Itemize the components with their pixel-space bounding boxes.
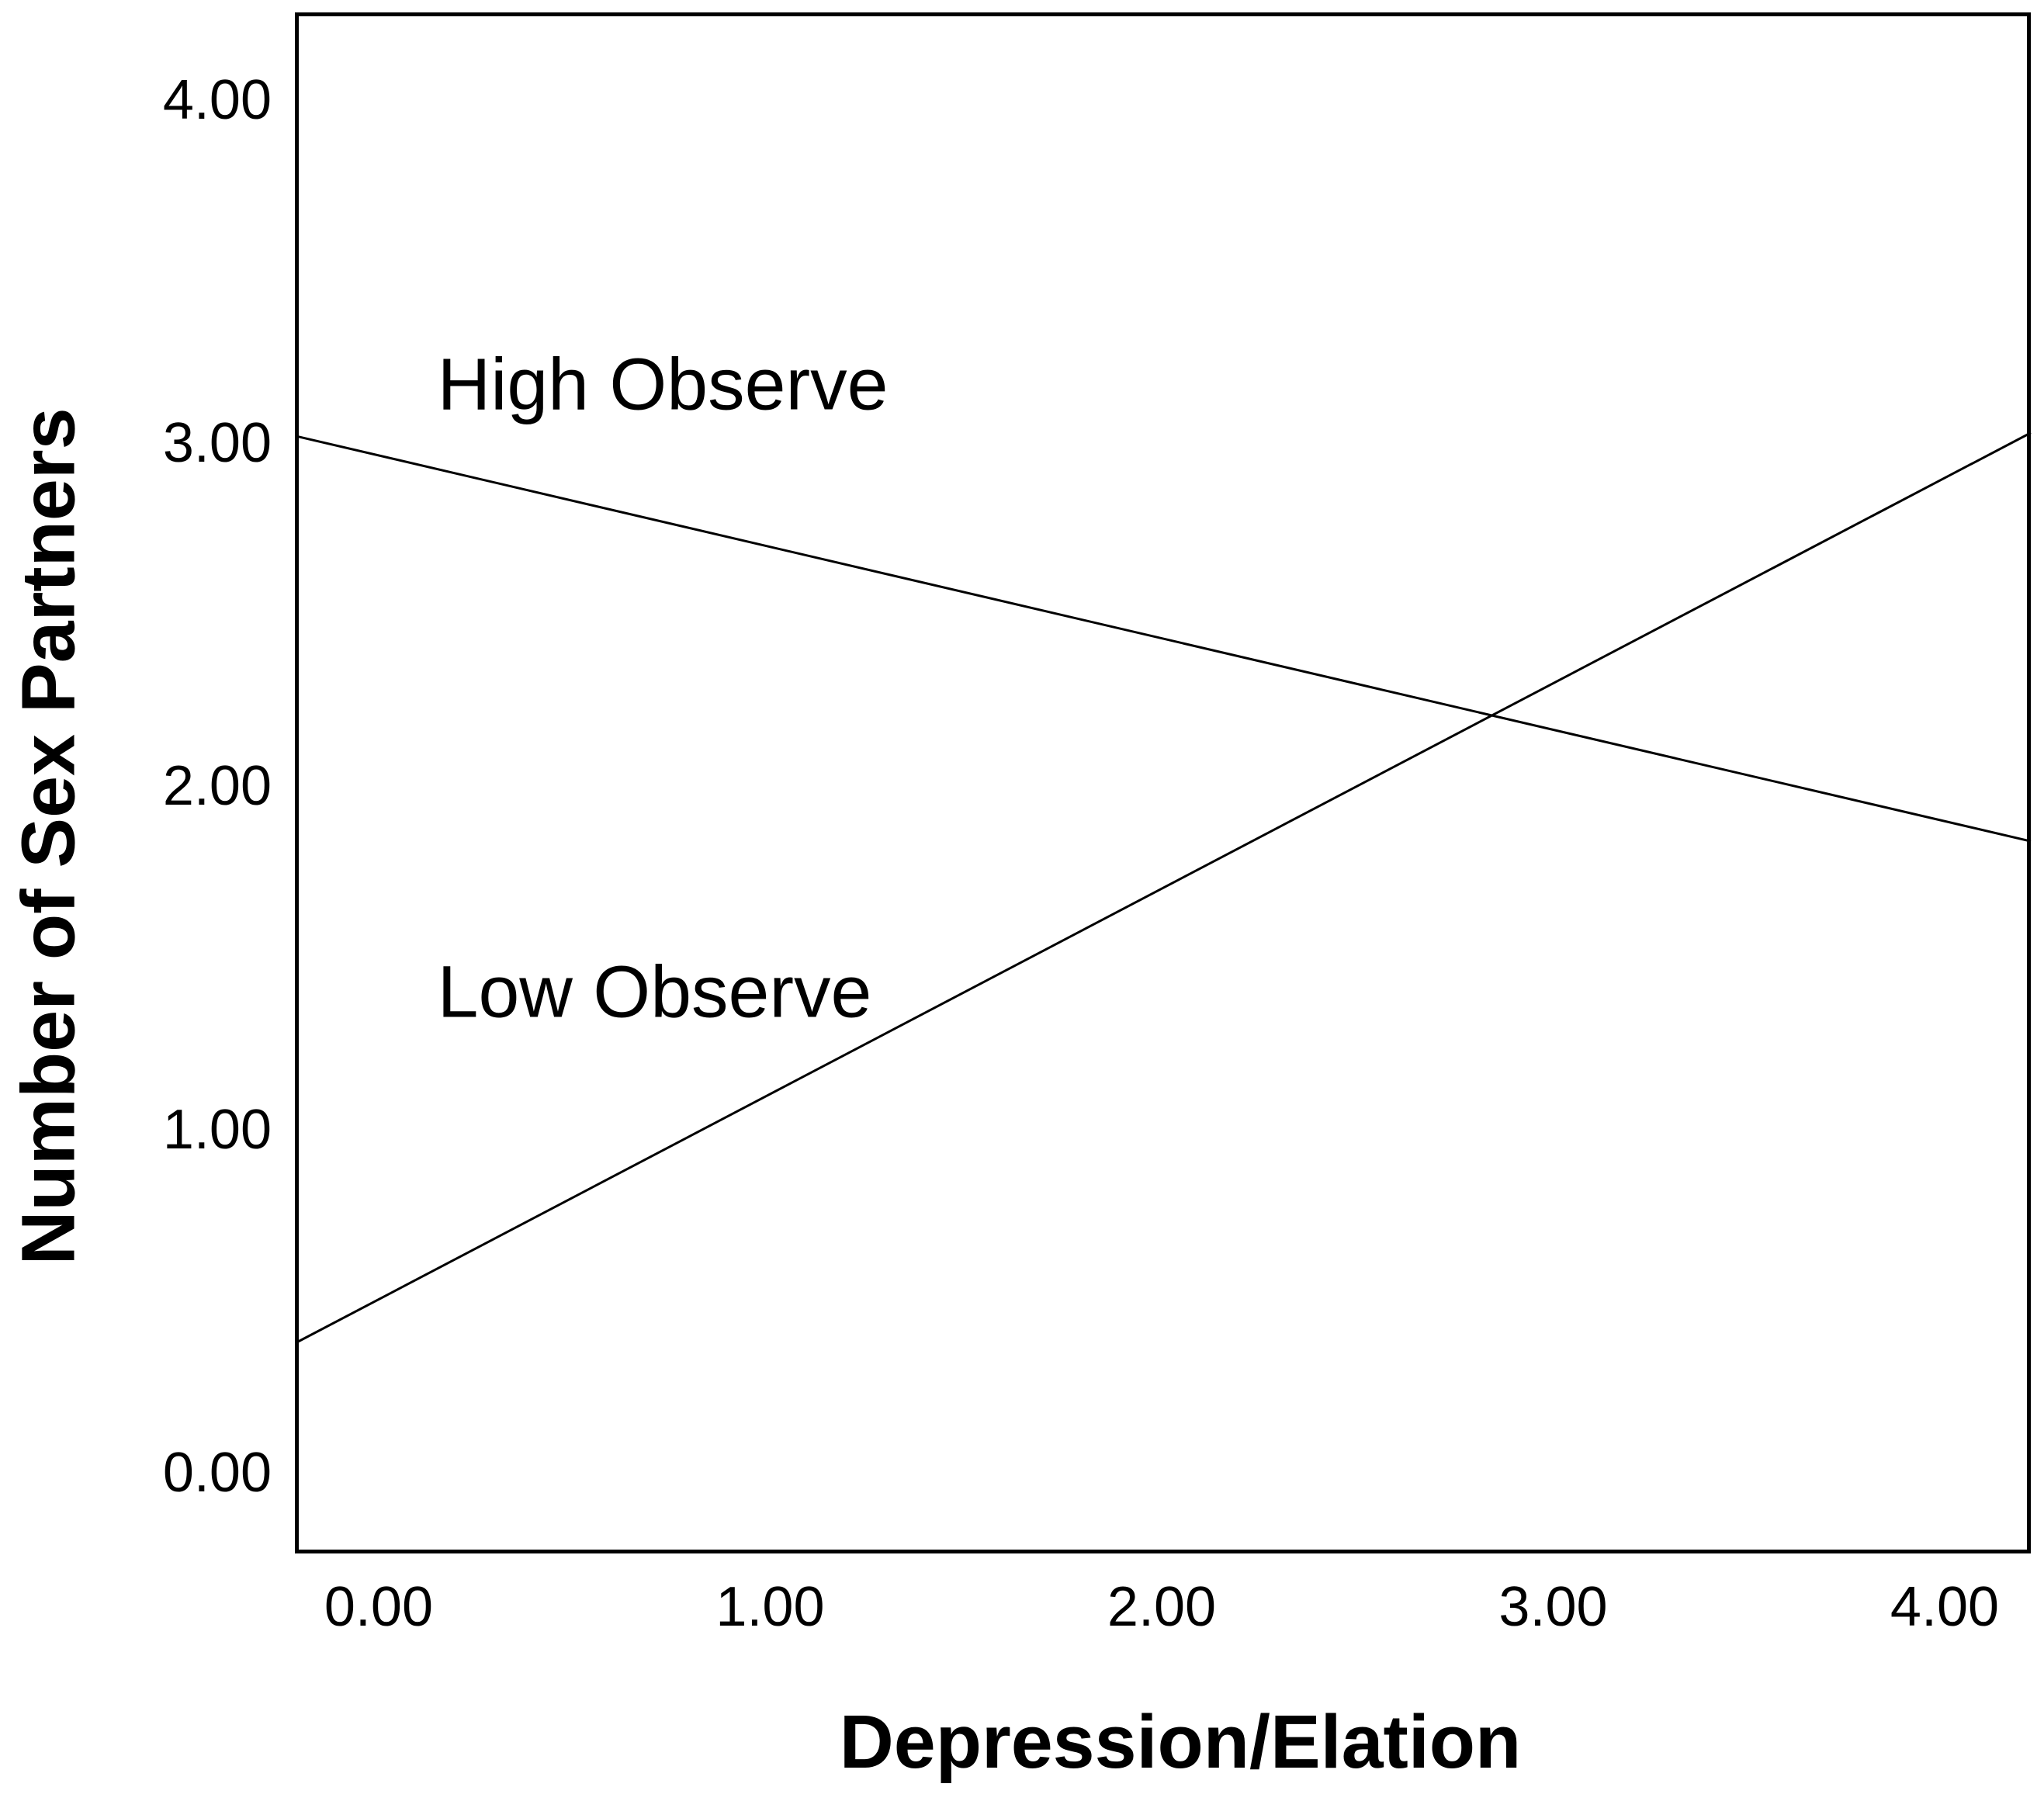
x-tick-label: 3.00 bbox=[1498, 1576, 1608, 1638]
x-tick-label: 2.00 bbox=[1107, 1576, 1217, 1638]
x-tick-label: 1.00 bbox=[715, 1576, 825, 1638]
y-tick-label: 0.00 bbox=[162, 1442, 272, 1505]
y-tick-label: 4.00 bbox=[162, 68, 272, 131]
x-tick-label: 4.00 bbox=[1890, 1576, 2000, 1638]
series-label-low-observe: Low Observe bbox=[437, 951, 872, 1034]
y-tick-label: 3.00 bbox=[162, 412, 272, 474]
x-axis-title: Depression/Elation bbox=[839, 1699, 1522, 1784]
plot-area-frame bbox=[295, 12, 2031, 1553]
x-tick-label: 0.00 bbox=[324, 1576, 434, 1638]
y-tick-label: 2.00 bbox=[162, 755, 272, 818]
y-tick-label: 1.00 bbox=[162, 1098, 272, 1161]
series-label-high-observe: High Observe bbox=[437, 343, 889, 426]
